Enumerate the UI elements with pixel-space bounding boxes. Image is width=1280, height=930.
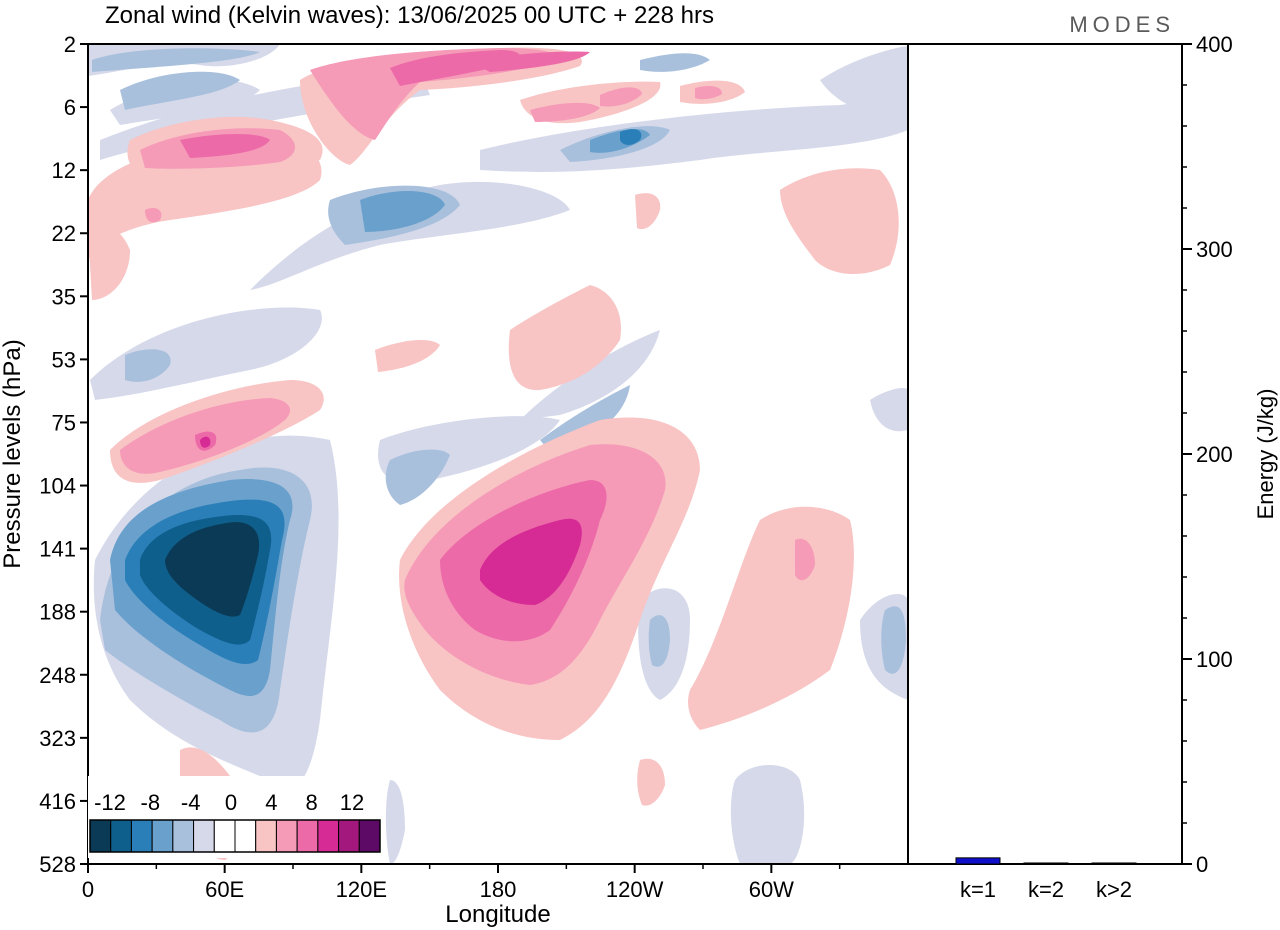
energy-tick-label: 0 xyxy=(1196,852,1208,877)
contour-map xyxy=(88,44,908,864)
x-axis-label: Longitude xyxy=(445,901,550,928)
energy-bar-label: k>2 xyxy=(1096,877,1132,902)
modes-logo: MODES xyxy=(1069,12,1175,37)
colorbar-swatch xyxy=(338,819,360,853)
pressure-tick-label: 22 xyxy=(52,221,76,246)
colorbar-swatch xyxy=(130,819,153,853)
energy-bar-label: k=2 xyxy=(1028,877,1064,902)
energy-axis-label: Energy (J/kg) xyxy=(1253,389,1278,520)
longitude-tick-label: 60W xyxy=(749,877,794,902)
longitude-tick-label: 180 xyxy=(480,877,517,902)
pressure-tick-label: 248 xyxy=(39,663,76,688)
energy-bar xyxy=(1091,862,1137,865)
colorbar-label: 0 xyxy=(225,790,237,815)
colorbar-swatch xyxy=(358,819,381,853)
longitude-tick-label: 120W xyxy=(606,877,664,902)
energy-bar-label: k=1 xyxy=(960,877,996,902)
colorbar-label: 8 xyxy=(306,790,318,815)
pressure-tick-label: 141 xyxy=(39,537,76,562)
pressure-tick-label: 104 xyxy=(39,474,76,499)
colorbar-label: 12 xyxy=(340,790,364,815)
pressure-tick-label: 12 xyxy=(52,158,76,183)
pressure-tick-label: 2 xyxy=(64,32,76,57)
longitude-axis: 0 60E 120E 180 120W 60W xyxy=(82,864,841,902)
pressure-tick-label: 53 xyxy=(52,347,76,372)
colorbar-swatch xyxy=(213,819,236,853)
colorbar-swatch xyxy=(89,819,112,853)
colorbar-swatch xyxy=(255,819,277,853)
energy-tick-label: 200 xyxy=(1196,442,1233,467)
chart-title: Zonal wind (Kelvin waves): 13/06/2025 00… xyxy=(105,2,714,29)
pressure-tick-label: 323 xyxy=(39,726,76,751)
colorbar-label: -4 xyxy=(181,790,201,815)
longitude-tick-label: 120E xyxy=(336,877,387,902)
pressure-tick-label: 528 xyxy=(39,852,76,877)
colorbar-swatch xyxy=(151,819,174,853)
pressure-tick-label: 416 xyxy=(39,789,76,814)
energy-tick-label: 400 xyxy=(1196,32,1233,57)
colorbar-label: -12 xyxy=(94,790,126,815)
energy-bars: k=1 k=2 k>2 xyxy=(955,857,1137,902)
energy-tick-label: 300 xyxy=(1196,237,1233,262)
energy-axis: 0 100 200 300 400 xyxy=(1182,32,1233,877)
colorbar-frame xyxy=(89,819,381,853)
y-axis-label: Pressure levels (hPa) xyxy=(0,339,26,568)
colorbar: -12 -8 -4 0 4 8 12 xyxy=(88,776,382,858)
colorbar-swatch xyxy=(193,819,215,853)
colorbar-swatch xyxy=(110,819,132,853)
colorbar-swatch xyxy=(234,819,257,853)
longitude-tick-label: 0 xyxy=(82,877,94,902)
energy-tick-label: 100 xyxy=(1196,647,1233,672)
pressure-tick-label: 6 xyxy=(64,95,76,120)
pressure-tick-label: 188 xyxy=(39,600,76,625)
colorbar-swatch xyxy=(172,819,195,853)
pressure-tick-label: 35 xyxy=(52,284,76,309)
longitude-tick-label: 60E xyxy=(205,877,244,902)
pressure-axis: 2 6 12 22 35 53 75 104 141 188 248 323 416 528 xyxy=(39,32,88,877)
colorbar-swatch xyxy=(317,819,340,853)
energy-frame xyxy=(907,43,1183,865)
pressure-tick-label: 75 xyxy=(52,410,76,435)
colorbar-label: -8 xyxy=(141,790,161,815)
energy-bar xyxy=(955,857,1001,865)
colorbar-swatch xyxy=(296,819,319,853)
energy-bar xyxy=(1023,862,1069,865)
colorbar-swatch xyxy=(275,819,298,853)
colorbar-label: 4 xyxy=(265,790,277,815)
